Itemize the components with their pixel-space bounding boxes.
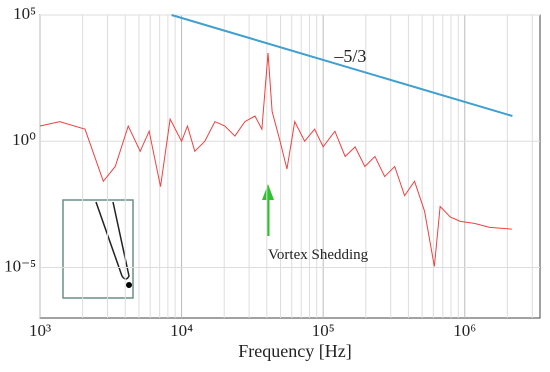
plot-layer: 10³ 10⁴ 10⁵ 10⁶ 10⁻⁵ 10⁰ 10⁵ –5/3 Vortex Sheddin… (4, 4, 540, 340)
inset-frame (62, 199, 134, 299)
x-tick-label: 10³ (29, 321, 51, 340)
annotation: Vortex Shedding (268, 247, 369, 263)
y-tick-label: 10⁻⁵ (4, 256, 36, 275)
x-tick-label: 10⁶ (453, 321, 476, 340)
arrow-head (262, 184, 274, 200)
y-tick-label: 10⁵ (13, 4, 36, 23)
series-line (171, 14, 513, 117)
probe-tip (126, 282, 132, 288)
x-axis-label: Frequency [Hz] (238, 341, 351, 361)
x-tick-label: 10⁵ (312, 321, 335, 340)
series-line (39, 53, 512, 267)
inset (62, 199, 134, 299)
probe (95, 201, 130, 280)
x-tick-label: 10⁴ (170, 321, 193, 340)
annotation: –5/3 (333, 46, 366, 66)
y-tick-label: 10⁰ (12, 130, 36, 149)
